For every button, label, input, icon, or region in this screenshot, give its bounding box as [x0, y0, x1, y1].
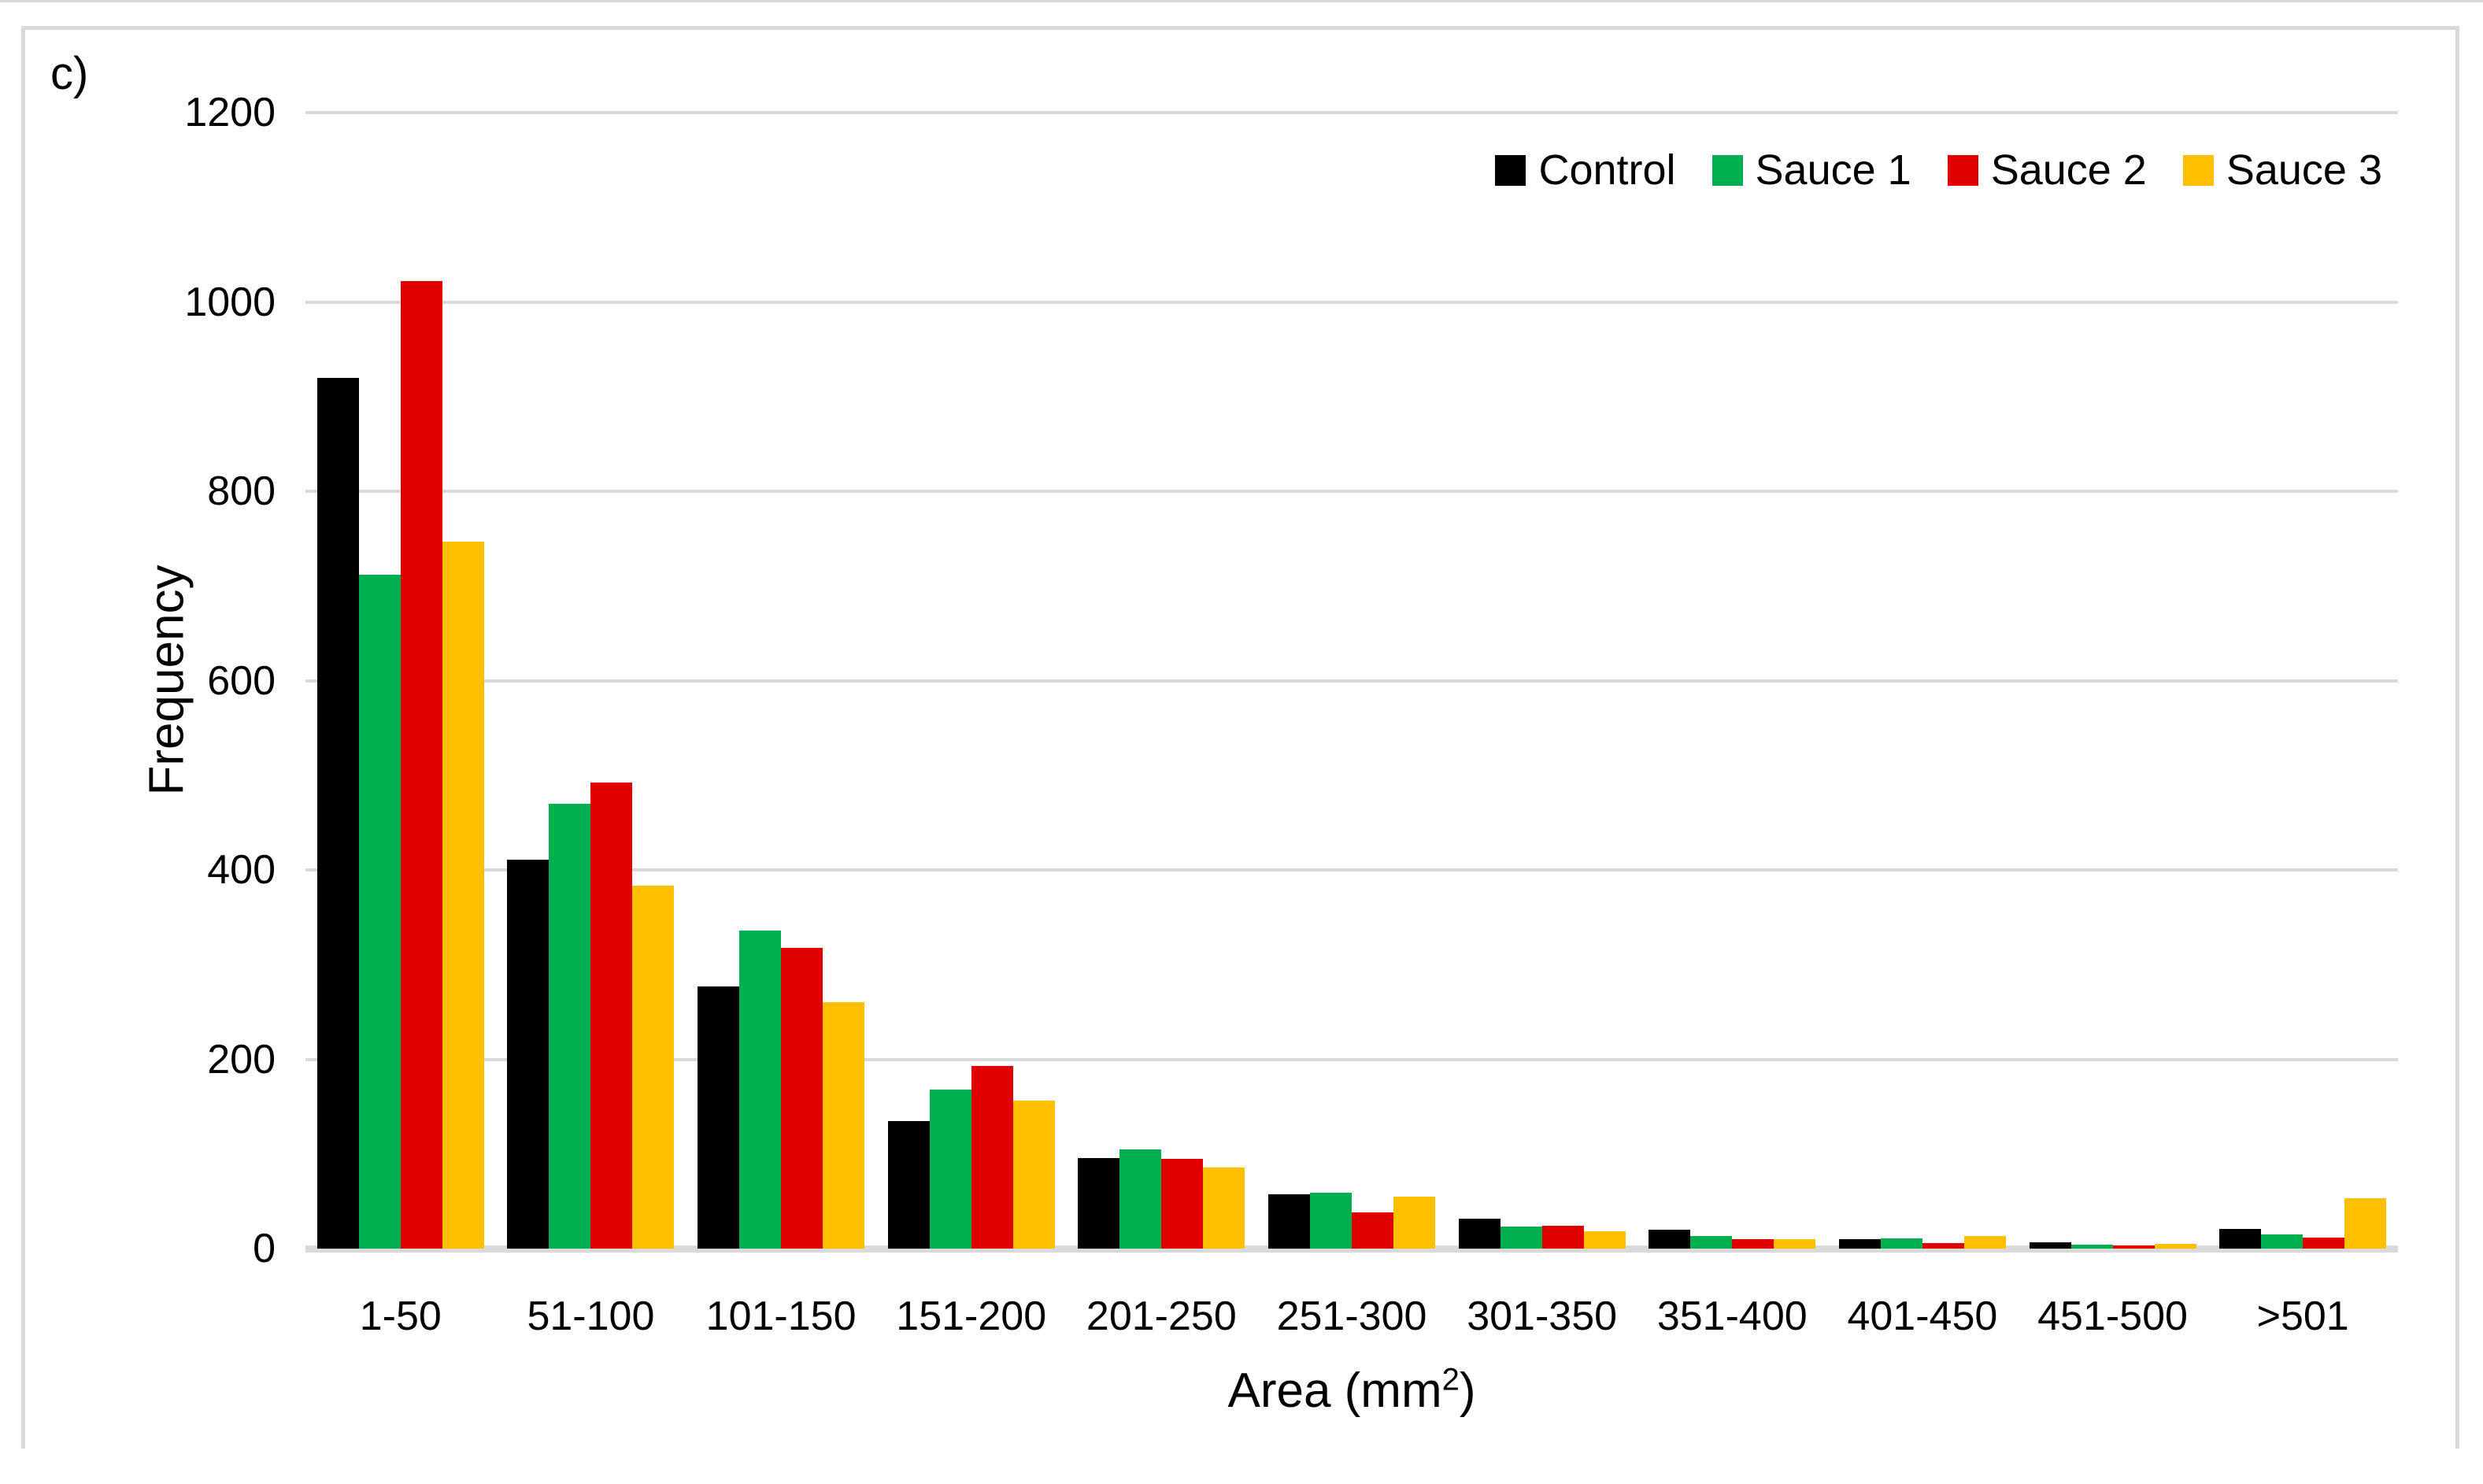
legend-swatch-icon — [1495, 154, 1526, 186]
bar-sauce3-gt501 — [2344, 1198, 2387, 1249]
bar-sauce3-201-250 — [1203, 1168, 1245, 1249]
bar-sauce3-1-50 — [442, 542, 484, 1249]
bar-control-1-50 — [316, 378, 359, 1249]
x-axis-title-text: Area (mm — [1227, 1364, 1442, 1418]
gridline-600 — [305, 679, 2398, 683]
bar-sauce2-301-350 — [1541, 1226, 1584, 1249]
gridline-200 — [305, 1057, 2398, 1061]
legend-label: Sauce 2 — [1990, 146, 2147, 194]
x-tick-label-351-400: 351-400 — [1656, 1293, 1808, 1339]
legend-label: Control — [1538, 146, 1676, 194]
bar-sauce3-451-500 — [2154, 1244, 2196, 1249]
bar-sauce3-351-400 — [1774, 1239, 1816, 1249]
bar-sauce2-gt501 — [2303, 1238, 2345, 1249]
gridline-800 — [305, 490, 2398, 493]
bar-sauce2-451-500 — [2112, 1245, 2155, 1249]
x-tick-label-451-500: 451-500 — [2037, 1293, 2188, 1339]
bar-sauce1-gt501 — [2261, 1234, 2304, 1249]
legend-item-sauce1: Sauce 1 — [1711, 146, 1911, 194]
x-tick-label-1-50: 1-50 — [359, 1293, 442, 1339]
legend-label: Sauce 3 — [2226, 146, 2382, 194]
y-tick-label-800: 800 — [207, 468, 276, 514]
x-axis-title: Area (mm2) — [305, 1364, 2398, 1418]
bar-sauce3-101-150 — [823, 1002, 865, 1249]
x-tick-label-101-150: 101-150 — [705, 1293, 857, 1339]
bar-sauce1-1-50 — [358, 575, 401, 1249]
legend-swatch-icon — [1711, 154, 1743, 186]
bar-sauce1-301-350 — [1500, 1227, 1542, 1249]
legend-item-control: Control — [1495, 146, 1676, 194]
bar-sauce1-151-200 — [929, 1090, 971, 1249]
x-tick-label-151-200: 151-200 — [896, 1293, 1047, 1339]
bar-control-gt501 — [2219, 1229, 2262, 1249]
bar-control-451-500 — [2029, 1242, 2071, 1249]
gridline-1200 — [305, 111, 2398, 115]
y-tick-label-400: 400 — [207, 847, 276, 893]
x-axis-title-suffix: ) — [1459, 1364, 1476, 1418]
bar-sauce3-401-450 — [1963, 1236, 2006, 1249]
x-axis-title-superscript: 2 — [1441, 1362, 1460, 1397]
x-tick-label-51-100: 51-100 — [527, 1293, 655, 1339]
y-tick-label-1200: 1200 — [184, 90, 276, 135]
legend-swatch-icon — [2182, 154, 2214, 186]
legend-item-sauce2: Sauce 2 — [1947, 146, 2147, 194]
bar-sauce2-51-100 — [590, 783, 633, 1249]
bar-sauce1-351-400 — [1690, 1236, 1733, 1249]
legend-item-sauce3: Sauce 3 — [2182, 146, 2382, 194]
y-tick-label-0: 0 — [253, 1226, 276, 1271]
bar-sauce1-201-250 — [1119, 1149, 1162, 1249]
bar-control-251-300 — [1268, 1194, 1310, 1249]
x-tick-label-gt501: >501 — [2256, 1293, 2349, 1339]
bar-sauce3-251-300 — [1393, 1197, 1435, 1249]
y-tick-label-600: 600 — [207, 657, 276, 704]
bar-control-51-100 — [507, 860, 550, 1249]
panel-label: c) — [50, 48, 89, 99]
x-tick-label-401-450: 401-450 — [1847, 1293, 1998, 1339]
bar-sauce2-351-400 — [1732, 1239, 1774, 1249]
x-axis-line — [305, 1245, 2398, 1253]
bar-control-301-350 — [1458, 1219, 1501, 1249]
bar-sauce2-401-450 — [1922, 1243, 1964, 1249]
y-tick-label-1000: 1000 — [184, 279, 276, 325]
bar-control-151-200 — [887, 1121, 930, 1249]
bar-sauce1-451-500 — [2070, 1245, 2113, 1249]
bar-sauce3-151-200 — [1012, 1101, 1055, 1249]
x-tick-label-301-350: 301-350 — [1467, 1293, 1618, 1339]
plot-area — [305, 111, 2398, 1253]
gridline-400 — [305, 868, 2398, 872]
legend-swatch-icon — [1947, 154, 1978, 186]
bar-control-101-150 — [698, 986, 740, 1249]
bar-sauce3-51-100 — [632, 886, 675, 1249]
bar-sauce2-1-50 — [400, 281, 442, 1249]
bar-sauce2-151-200 — [971, 1066, 1013, 1249]
gridline-1000 — [305, 300, 2398, 304]
bar-sauce1-401-450 — [1880, 1238, 1922, 1249]
bar-sauce1-101-150 — [739, 931, 782, 1249]
bar-sauce2-251-300 — [1352, 1212, 1393, 1249]
bar-control-401-450 — [1838, 1239, 1881, 1249]
legend-label: Sauce 1 — [1755, 146, 1911, 194]
x-tick-label-251-300: 251-300 — [1276, 1293, 1427, 1339]
x-tick-label-201-250: 201-250 — [1086, 1293, 1237, 1339]
y-tick-label-200: 200 — [207, 1036, 276, 1082]
legend: Control Sauce 1 Sauce 2 Sauce 3 — [1495, 149, 2382, 191]
bar-sauce1-251-300 — [1310, 1193, 1352, 1249]
bar-sauce2-101-150 — [781, 948, 823, 1249]
chart-frame — [21, 26, 2459, 1449]
bar-sauce3-301-350 — [1583, 1231, 1626, 1249]
bar-sauce1-51-100 — [549, 804, 591, 1249]
bar-control-201-250 — [1078, 1158, 1120, 1249]
bar-sauce2-201-250 — [1161, 1159, 1204, 1249]
bar-control-351-400 — [1649, 1230, 1691, 1249]
